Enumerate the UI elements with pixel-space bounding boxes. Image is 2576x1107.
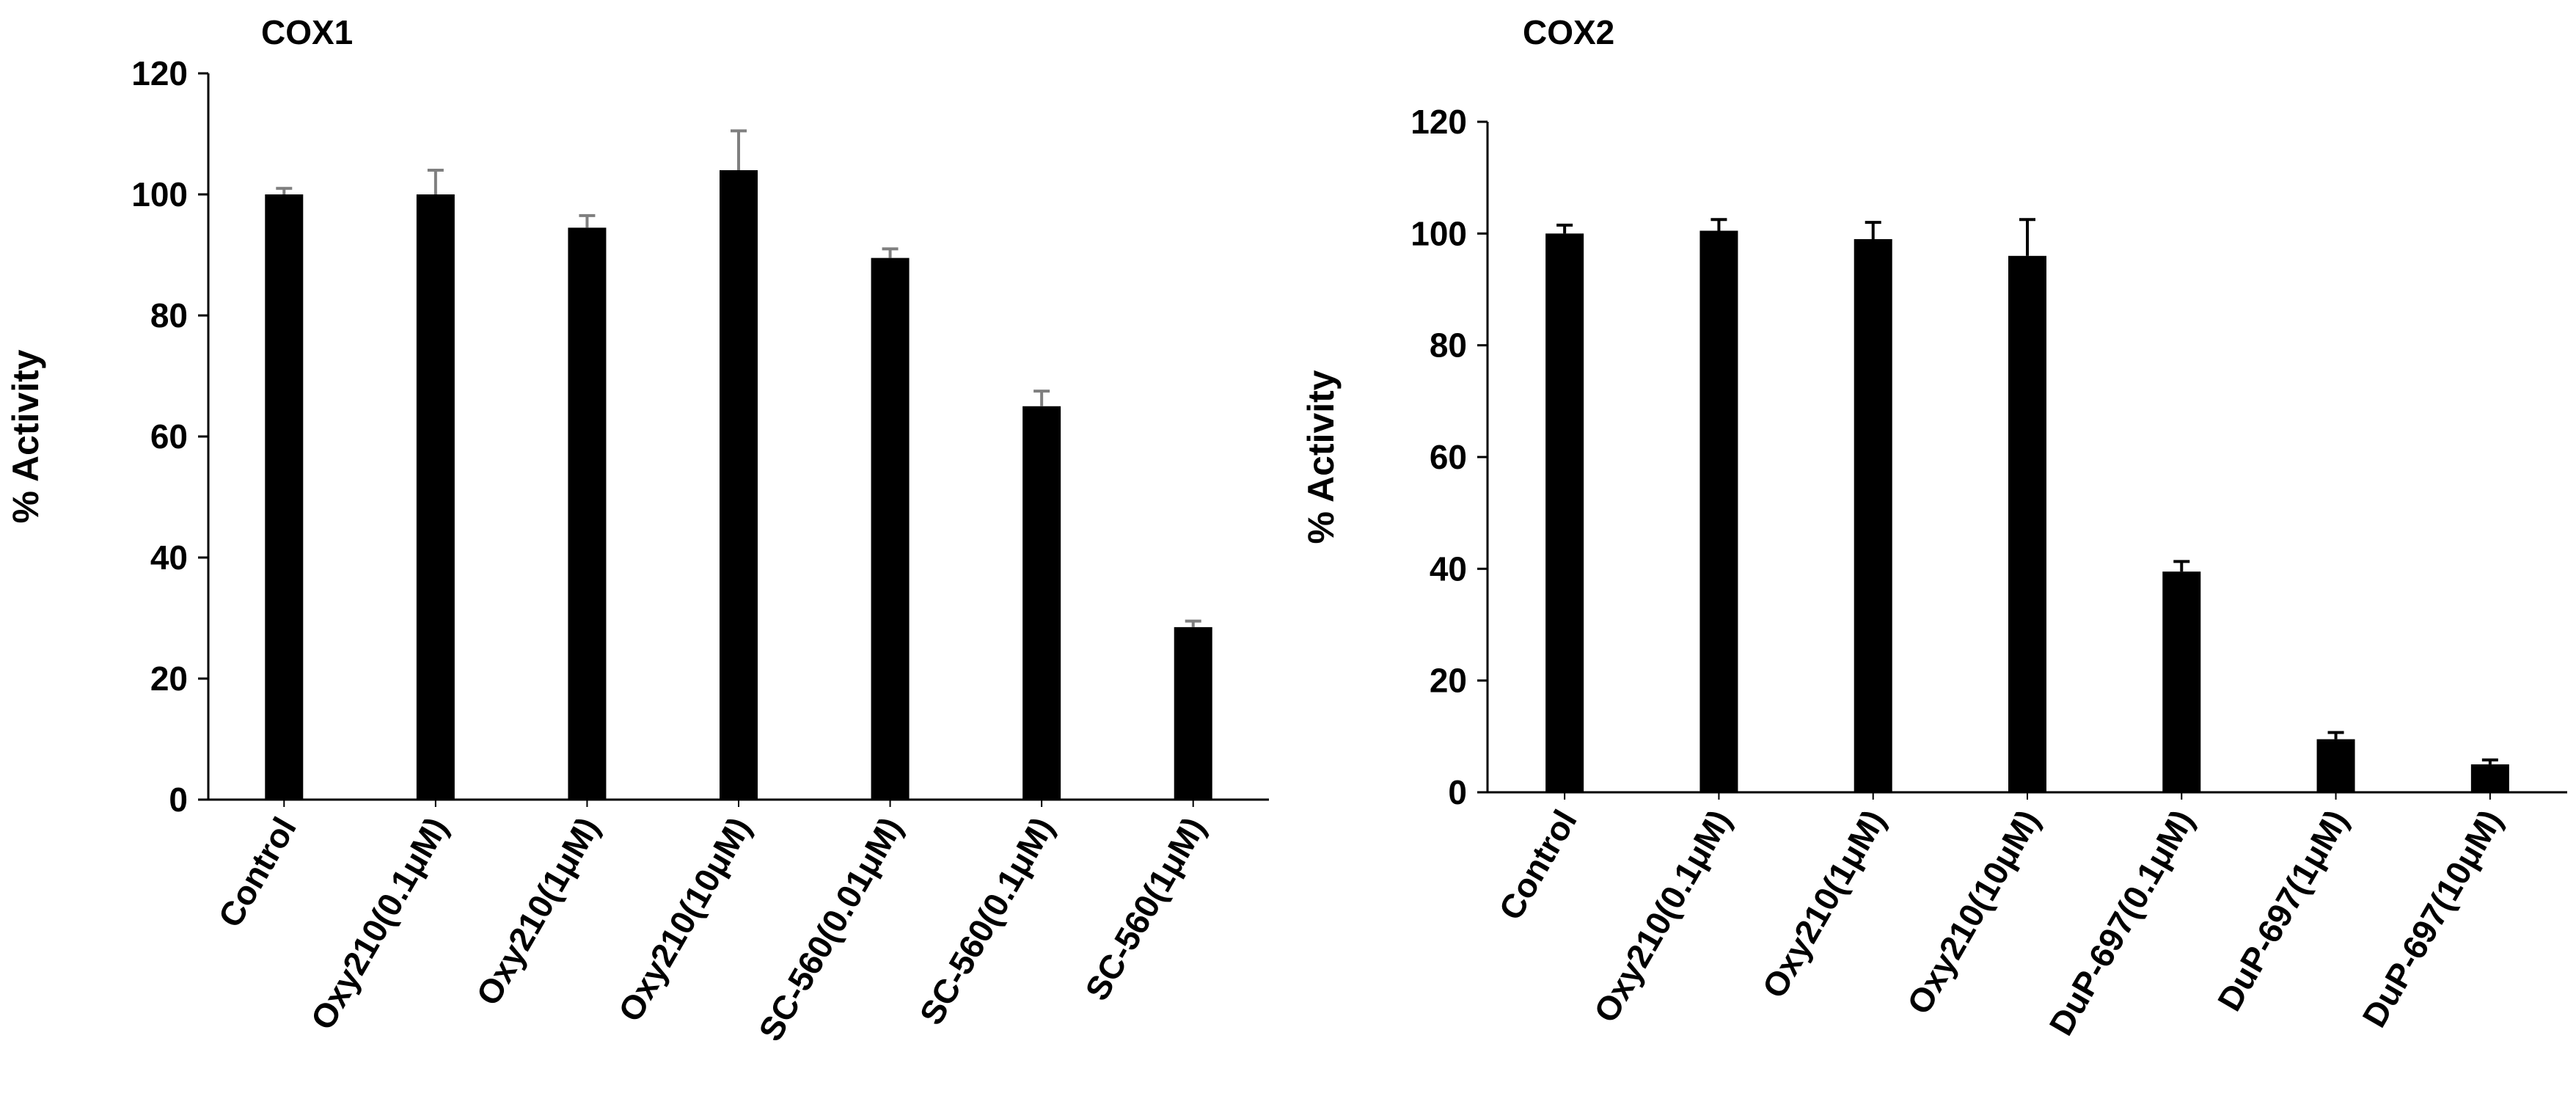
chart1-bar: [871, 257, 910, 800]
chart2-bar: [1699, 230, 1738, 792]
chart2-y-axis-label: % Activity: [1300, 370, 1342, 544]
chart2-category-label: Control: [1491, 803, 1584, 927]
chart2-y-tick-label: 20: [1430, 662, 1467, 700]
chart1-bar: [265, 194, 304, 800]
chart1-bar: [1174, 626, 1212, 800]
chart2-category-label: Oxy210(1μM): [1754, 803, 1892, 1004]
chart1-y-tick-label: 60: [150, 417, 188, 456]
chart2-category-label: DuP-697(1μM): [2210, 803, 2355, 1018]
chart1-y-tick-label: 40: [150, 538, 188, 577]
chart1-y-tick-label: 80: [150, 296, 188, 335]
chart2-bar: [1545, 233, 1584, 792]
chart1-y-tick-label: 100: [131, 175, 188, 213]
chart1-category-label: SC-560(0.1μM): [912, 811, 1061, 1031]
chart2-category-label: Oxy210(0.1μM): [1587, 803, 1738, 1029]
chart1-bar: [416, 194, 455, 800]
chart1-bar: [720, 170, 758, 800]
chart1-y-tick-label: 20: [150, 660, 188, 698]
chart1-bar: [1022, 406, 1061, 800]
chart1-category-label: Control: [211, 811, 304, 934]
cox2-panel: COX2 0 20 40 60 80 100 120% Activity Control Oxy2…: [1291, 0, 2576, 1107]
chart2-bar: [2162, 571, 2201, 792]
chart1-category-label: SC-560(1μM): [1077, 811, 1212, 1006]
chart2-y-tick-label: 0: [1448, 773, 1467, 811]
chart2-title: COX2: [1523, 13, 1614, 51]
chart1-category-label: Oxy210(10μM): [611, 811, 758, 1028]
chart1-category-label: Oxy210(1μM): [469, 811, 607, 1012]
chart1-y-axis-label: % Activity: [5, 349, 46, 523]
chart1-y-tick-label: 120: [131, 54, 188, 92]
chart1-bar: [568, 227, 607, 800]
chart2-y-tick-label: 100: [1410, 214, 1467, 252]
chart1-category-label: Oxy210(0.1μM): [303, 811, 455, 1036]
chart2-category-label: DuP-697(10μM): [2354, 803, 2509, 1034]
chart2-y-tick-label: 40: [1430, 549, 1467, 588]
chart2-category-label: Oxy210(10μM): [1900, 803, 2047, 1020]
chart2-category-label: DuP-697(0.1μM): [2041, 803, 2201, 1042]
chart2-bar: [2316, 739, 2355, 792]
chart1-title: COX1: [261, 13, 353, 51]
chart2-y-tick-label: 80: [1430, 326, 1467, 365]
chart2-bar: [2470, 764, 2509, 792]
chart2-y-tick-label: 60: [1430, 438, 1467, 476]
chart2-y-tick-label: 120: [1410, 103, 1467, 141]
chart1-category-label: SC-560(0.01μM): [751, 811, 910, 1048]
cox1-panel: COX1 0 20 40 60 80 100 120% Activity Control Oxy2…: [5, 13, 1269, 1048]
chart1-y-tick-label: 0: [169, 781, 188, 819]
chart2-bar: [1854, 238, 1892, 792]
chart2-bar: [2008, 255, 2046, 792]
